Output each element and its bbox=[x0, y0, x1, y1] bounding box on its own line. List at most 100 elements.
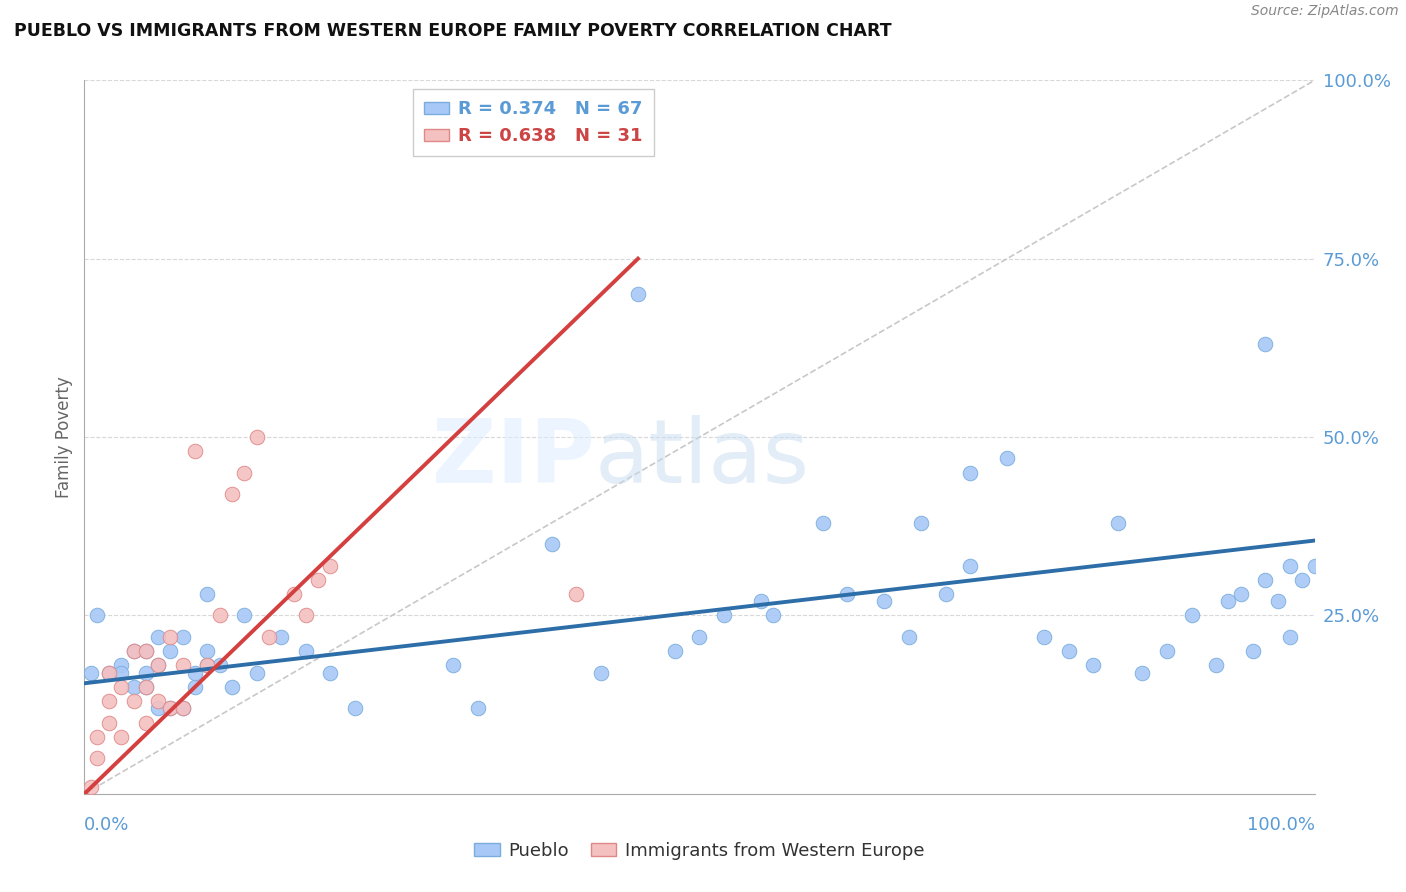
Point bbox=[148, 658, 170, 673]
Point bbox=[1205, 658, 1227, 673]
Point bbox=[159, 701, 181, 715]
Point bbox=[443, 658, 465, 673]
Point bbox=[98, 715, 120, 730]
Point bbox=[1291, 573, 1313, 587]
Point bbox=[689, 630, 711, 644]
Point bbox=[246, 665, 269, 680]
Point bbox=[1083, 658, 1105, 673]
Point bbox=[591, 665, 613, 680]
Point bbox=[1254, 337, 1277, 351]
Point bbox=[627, 287, 650, 301]
Point bbox=[897, 630, 920, 644]
Point bbox=[148, 694, 170, 708]
Point bbox=[233, 466, 256, 480]
Point bbox=[1181, 608, 1204, 623]
Point bbox=[208, 658, 231, 673]
Point bbox=[1267, 594, 1289, 608]
Point bbox=[110, 658, 132, 673]
Point bbox=[86, 751, 108, 765]
Point bbox=[1057, 644, 1080, 658]
Point bbox=[873, 594, 896, 608]
Point bbox=[98, 665, 120, 680]
Point bbox=[467, 701, 489, 715]
Legend: Pueblo, Immigrants from Western Europe: Pueblo, Immigrants from Western Europe bbox=[467, 835, 932, 867]
Point bbox=[319, 558, 342, 573]
Point bbox=[184, 665, 207, 680]
Point bbox=[197, 587, 219, 601]
Point bbox=[98, 665, 120, 680]
Point bbox=[283, 587, 305, 601]
Point bbox=[713, 608, 735, 623]
Point bbox=[1254, 573, 1277, 587]
Point bbox=[122, 680, 145, 694]
Point bbox=[319, 665, 342, 680]
Point bbox=[1033, 630, 1056, 644]
Point bbox=[1156, 644, 1178, 658]
Point bbox=[295, 644, 318, 658]
Point bbox=[172, 630, 194, 644]
Point bbox=[1303, 558, 1326, 573]
Point bbox=[307, 573, 329, 587]
Point bbox=[122, 644, 145, 658]
Point bbox=[749, 594, 772, 608]
Point bbox=[86, 608, 108, 623]
Point bbox=[159, 630, 181, 644]
Point bbox=[148, 630, 170, 644]
Point bbox=[221, 487, 243, 501]
Text: PUEBLO VS IMMIGRANTS FROM WESTERN EUROPE FAMILY POVERTY CORRELATION CHART: PUEBLO VS IMMIGRANTS FROM WESTERN EUROPE… bbox=[14, 22, 891, 40]
Point bbox=[1279, 630, 1302, 644]
Point bbox=[135, 680, 157, 694]
Point bbox=[344, 701, 367, 715]
Point bbox=[1229, 587, 1253, 601]
Point bbox=[135, 644, 157, 658]
Point bbox=[565, 587, 588, 601]
Point bbox=[1130, 665, 1153, 680]
Point bbox=[172, 701, 194, 715]
Point bbox=[159, 701, 181, 715]
Point bbox=[910, 516, 932, 530]
Point bbox=[172, 701, 194, 715]
Text: 0.0%: 0.0% bbox=[84, 816, 129, 834]
Point bbox=[1279, 558, 1302, 573]
Point bbox=[122, 694, 145, 708]
Point bbox=[995, 451, 1018, 466]
Point bbox=[295, 608, 318, 623]
Point bbox=[246, 430, 269, 444]
Text: atlas: atlas bbox=[595, 415, 810, 502]
Point bbox=[135, 644, 157, 658]
Point bbox=[197, 658, 219, 673]
Point bbox=[221, 680, 243, 694]
Point bbox=[98, 694, 120, 708]
Point bbox=[135, 715, 157, 730]
Point bbox=[1241, 644, 1264, 658]
Point bbox=[1218, 594, 1240, 608]
Point bbox=[86, 730, 108, 744]
Point bbox=[110, 680, 132, 694]
Point bbox=[233, 608, 256, 623]
Point bbox=[135, 680, 157, 694]
Point bbox=[172, 658, 194, 673]
Point bbox=[935, 587, 957, 601]
Point bbox=[837, 587, 859, 601]
Point bbox=[197, 644, 219, 658]
Point bbox=[541, 537, 564, 551]
Point bbox=[270, 630, 292, 644]
Point bbox=[159, 644, 181, 658]
Point bbox=[664, 644, 686, 658]
Point bbox=[197, 658, 219, 673]
Point bbox=[148, 658, 170, 673]
Point bbox=[110, 665, 132, 680]
Point bbox=[184, 680, 207, 694]
Point bbox=[959, 466, 981, 480]
Y-axis label: Family Poverty: Family Poverty bbox=[55, 376, 73, 498]
Point bbox=[79, 665, 101, 680]
Text: Source: ZipAtlas.com: Source: ZipAtlas.com bbox=[1251, 4, 1399, 19]
Point bbox=[208, 608, 231, 623]
Point bbox=[762, 608, 785, 623]
Point bbox=[122, 644, 145, 658]
Point bbox=[1107, 516, 1129, 530]
Point bbox=[79, 780, 101, 794]
Point bbox=[959, 558, 981, 573]
Text: 100.0%: 100.0% bbox=[1247, 816, 1315, 834]
Point bbox=[110, 730, 132, 744]
